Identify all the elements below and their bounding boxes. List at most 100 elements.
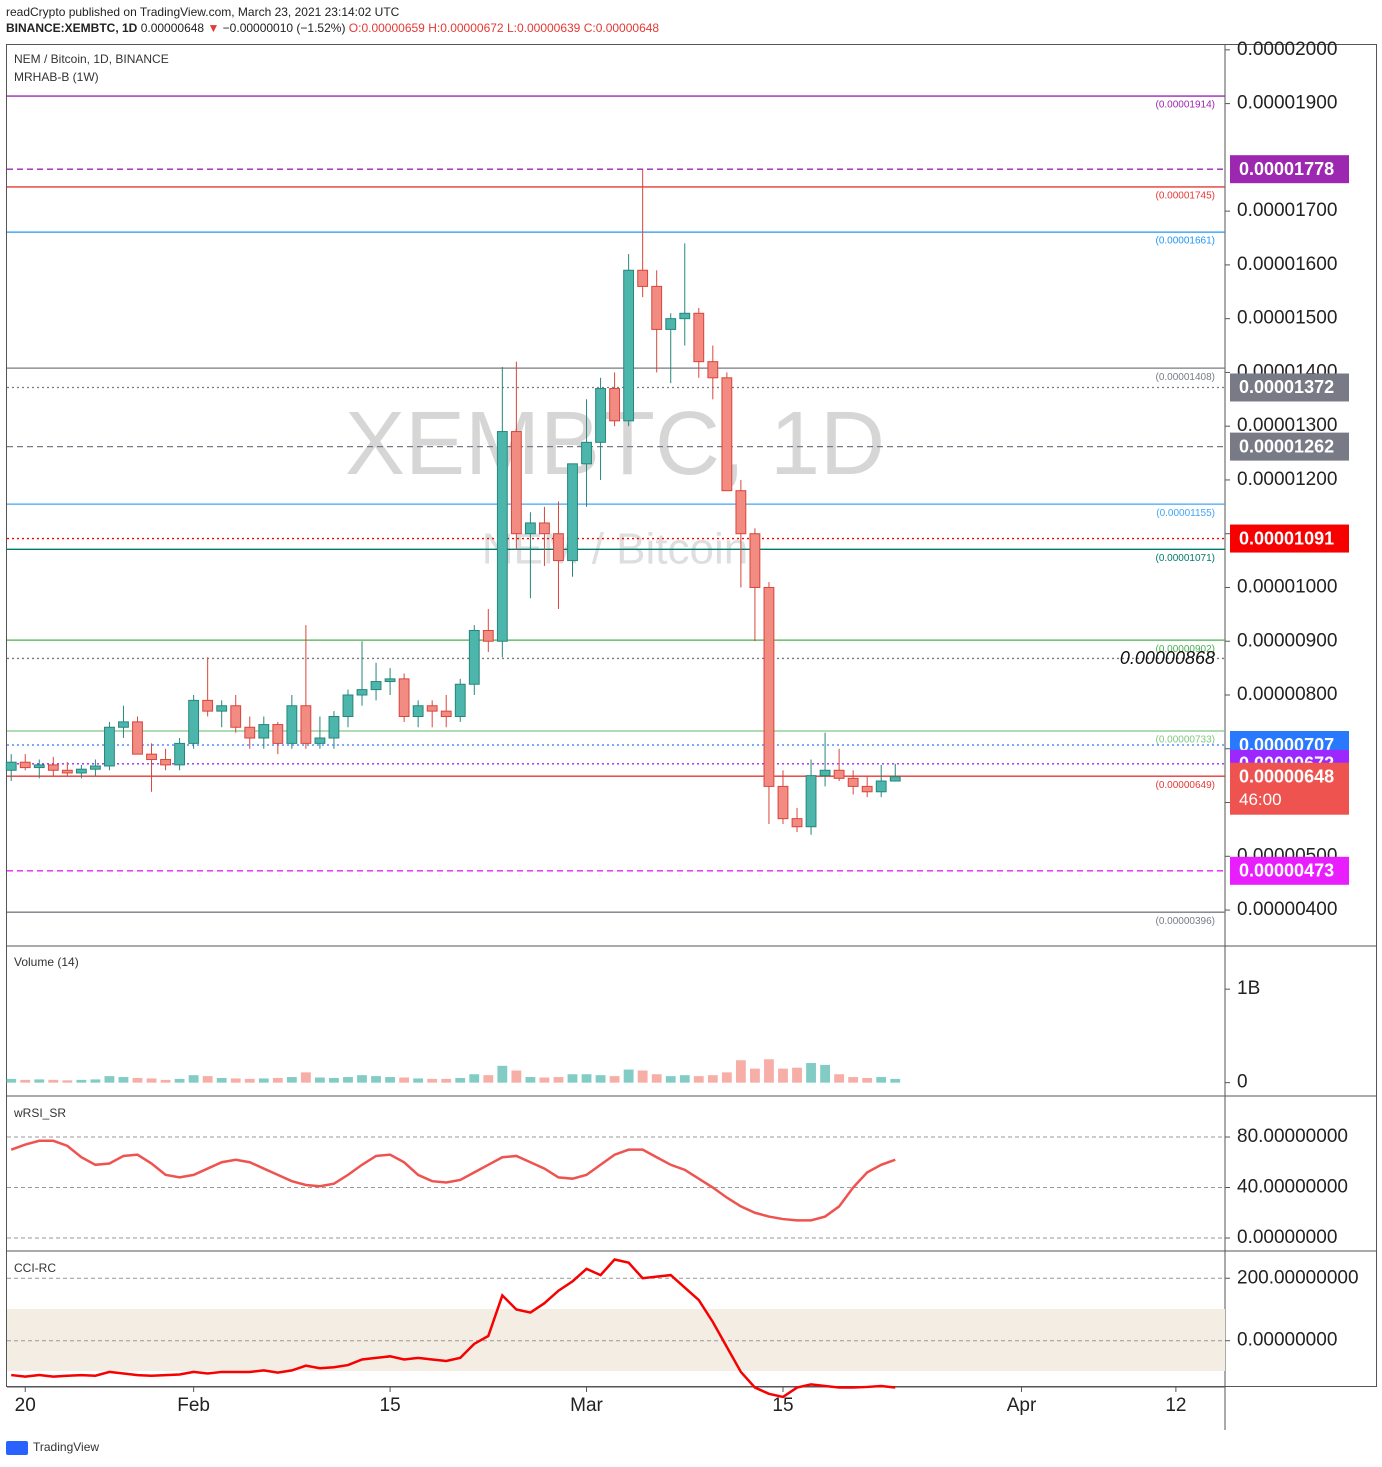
candle-body [496,431,508,642]
y-tick-label: 0.00002000 [1237,39,1337,60]
candle-body [328,716,340,739]
open: O:0.00000659 [348,21,425,35]
candle-body [118,721,129,728]
volume-bar [778,1068,788,1083]
price-badge-label: 0.00000707 [1239,735,1334,755]
candle-body [89,765,101,770]
y-tick-label: 0 [1237,1072,1248,1093]
price-badge-label: 0.00001372 [1239,377,1334,397]
logo [6,1441,28,1455]
volume-bar [230,1078,241,1083]
candle-body [539,522,550,535]
candle-body [272,724,284,744]
volume-bar [511,1070,522,1083]
x-tick-label: Feb [177,1395,210,1416]
candle-body [482,629,494,642]
volume-bar [806,1063,816,1083]
volume-bar [90,1079,101,1083]
candle-body [33,764,45,769]
level-text: 0.00000868 [1120,648,1215,668]
level-label: (0.00000649) [1156,780,1216,791]
volume-bar [104,1076,115,1083]
candle-body [510,431,522,535]
volume-bar [651,1074,662,1083]
volume-bar [62,1080,73,1083]
volume-bar [735,1060,746,1083]
price-badge [1230,373,1349,402]
candle-body [132,721,143,755]
volume-bar [272,1077,283,1083]
y-tick-label: 200.00000000 [1237,1267,1359,1288]
volume-bar [244,1078,255,1083]
candle-body [609,388,621,422]
volume-bar [679,1075,690,1083]
volume-bar [286,1077,297,1083]
candle-body [19,761,31,769]
price-badge [1230,524,1349,553]
volume-bar [20,1079,31,1083]
y-tick-label: 0.00001200 [1237,469,1337,490]
candle-body [651,285,663,330]
indicator-line [10,1139,896,1222]
candle-body [188,699,200,744]
candle-body [735,490,747,535]
price-badge [1230,762,1349,815]
pane-title: wRSI_SR [13,1106,66,1120]
volume-bar [820,1064,830,1083]
candle-body [777,785,789,820]
price-badge-label: 0.00000473 [1239,861,1334,881]
y-tick-label: 0.00000000 [1237,1227,1337,1248]
candle-body [75,768,87,774]
price-badge-label: 0.00001091 [1239,528,1334,548]
cci-band [7,1309,1225,1371]
volume-bar [371,1076,381,1083]
volume-bar [48,1079,59,1083]
volume-bar [385,1077,395,1083]
y-tick-label: 80.00000000 [1237,1126,1348,1147]
volume-bar [76,1079,87,1083]
y-tick-label: 0.00001900 [1237,93,1337,114]
candle-body [833,769,845,779]
x-tick-label: 15 [380,1395,401,1416]
level-label: (0.00000733) [1156,735,1216,746]
y-tick-label: 0.00000900 [1237,630,1337,651]
volume-bar [595,1075,606,1083]
y-tick-label: 0.00000800 [1237,684,1337,705]
price-badge-label: 0.00001778 [1239,159,1334,179]
candle-body [805,775,817,828]
candle-body [889,776,901,782]
volume-bar [6,1078,17,1083]
countdown: 46:00 [1239,790,1282,809]
volume-bar [764,1059,774,1083]
volume-bar [455,1077,466,1083]
candle-body [300,705,312,744]
x-tick-label: Apr [1007,1395,1037,1416]
indicator-line [11,1258,896,1399]
level-label: (0.00001071) [1156,553,1216,564]
price-badge-label: 0.00000648 [1239,766,1334,786]
candle-body [160,759,171,766]
volume-bar [609,1076,620,1083]
y-tick-label: 0.00001600 [1237,254,1337,275]
candle-body [440,710,452,718]
candle-body [216,705,228,712]
high: H:0.00000672 [428,21,504,35]
candle-body [370,681,382,691]
candle-body [679,312,691,320]
candle-body [693,312,705,363]
pane-title: CCI-RC [14,1261,56,1275]
volume-bar [216,1077,227,1083]
candle-body [665,318,677,330]
volume-bar [160,1079,171,1083]
volume-bar [329,1077,339,1083]
candle-body [637,269,649,287]
volume-bar [469,1074,480,1083]
candle-body [875,780,887,793]
y-tick-label: 0.00001000 [1237,576,1337,597]
y-tick-label: 1B [1237,978,1260,999]
y-tick-label: 0.00000000 [1237,1330,1337,1351]
candle-body [749,533,761,588]
candle-body [5,761,17,771]
last: 0.00000648 [140,21,205,35]
publisher: readCrypto published on TradingView.com,… [6,5,400,19]
